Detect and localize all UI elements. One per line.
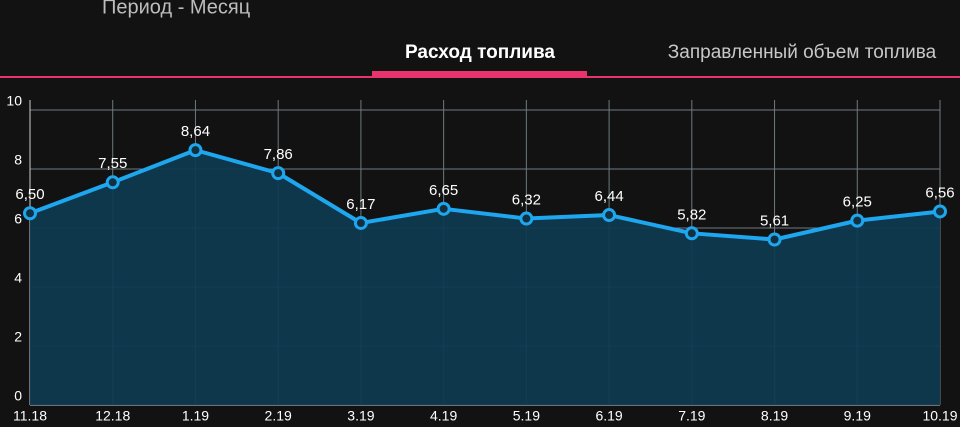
point: [519, 211, 534, 226]
value-label: 7,55: [98, 155, 127, 172]
point: [602, 208, 617, 223]
period-title: Период - Месяц: [102, 0, 250, 18]
value-label: 6,65: [429, 182, 458, 199]
tab-active[interactable]: Расход топлива: [405, 42, 555, 63]
x-tick-label: 4.19: [430, 408, 457, 424]
value-label: 6,50: [15, 186, 44, 203]
x-tick-label: 1.19: [182, 408, 209, 424]
value-label: 6,25: [843, 194, 872, 211]
point: [767, 232, 782, 247]
point: [271, 166, 286, 181]
y-tick-label: 6: [14, 211, 22, 227]
point: [850, 213, 865, 228]
point: [684, 226, 699, 241]
value-label: 6,32: [512, 192, 541, 209]
x-tick-label: 12.18: [95, 408, 130, 424]
y-tick-label: 8: [14, 152, 22, 168]
x-tick-label: 7.19: [678, 408, 705, 424]
value-label: 5,61: [760, 212, 789, 229]
x-tick-label: 8.19: [761, 408, 788, 424]
value-label: 6,17: [346, 196, 375, 213]
point: [188, 143, 203, 158]
tab[interactable]: Заправленный объем топлива: [668, 42, 937, 63]
plot: 0 2 4 6 8 10 6,50 7,55 8,64 7,86 6,17 6,65 6,32 6,44 5…: [6, 93, 957, 424]
area: [30, 150, 940, 405]
x-tick-label: 10.19: [922, 408, 957, 424]
point: [353, 215, 368, 230]
value-label: 7,86: [264, 146, 293, 163]
tab-indicator: [372, 71, 587, 77]
y-tick-label: 2: [14, 329, 22, 345]
point: [436, 201, 451, 216]
x-tick-label: 9.19: [844, 408, 871, 424]
x-tick-label: 11.18: [13, 408, 47, 424]
value-label: 6,44: [594, 188, 623, 205]
x-tick-label: 6.19: [595, 408, 622, 424]
point: [933, 204, 947, 219]
x-tick-label: 2.19: [265, 408, 292, 424]
y-tick-label: 0: [14, 388, 22, 404]
value-label: 5,82: [677, 206, 706, 223]
point: [105, 175, 120, 190]
point: [23, 206, 37, 221]
x-tick-label: 5.19: [513, 408, 540, 424]
y-tick-label: 4: [14, 270, 22, 286]
y-tick-label: 10: [6, 93, 22, 109]
value-label: 6,56: [925, 184, 954, 201]
line: [29, 148, 941, 242]
value-label: 8,64: [181, 123, 210, 140]
x-tick-label: 3.19: [347, 408, 374, 424]
